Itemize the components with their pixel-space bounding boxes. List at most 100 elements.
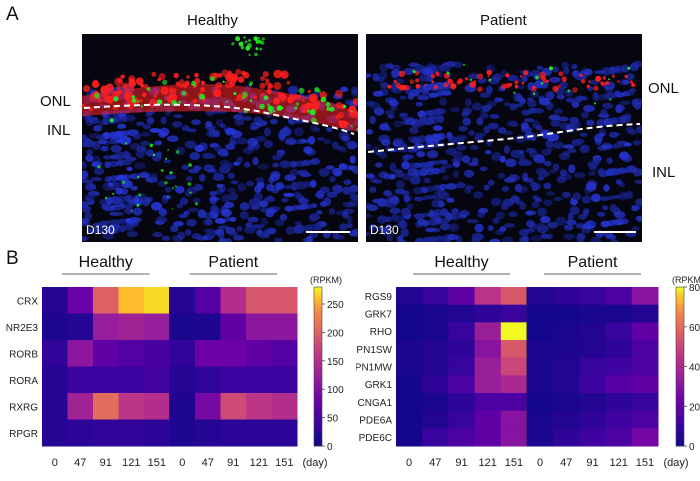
colorbar-step bbox=[676, 318, 684, 324]
heatmap-cell bbox=[448, 410, 476, 429]
nucleus-blob bbox=[228, 141, 238, 146]
heatmap-cell bbox=[220, 393, 247, 420]
nucleus-blob bbox=[590, 193, 601, 203]
nucleus-blob bbox=[266, 208, 278, 214]
nucleus-blob bbox=[344, 141, 352, 146]
heatmap-cell bbox=[422, 287, 449, 306]
green-marker-spot bbox=[149, 143, 154, 148]
nucleus-blob bbox=[436, 108, 445, 114]
nucleus-blob bbox=[131, 217, 142, 223]
colorbar-step bbox=[676, 306, 684, 312]
heatmap-cell bbox=[474, 340, 502, 359]
red-marker-spot bbox=[301, 98, 305, 102]
green-marker-spot bbox=[412, 69, 416, 74]
row-label: CNGA1 bbox=[358, 398, 393, 409]
green-marker-spot bbox=[254, 52, 258, 57]
colorbar-step bbox=[314, 366, 322, 371]
nucleus-blob bbox=[389, 207, 401, 214]
nucleus-blob bbox=[101, 203, 110, 211]
colorbar-step bbox=[676, 298, 684, 304]
red-marker-spot bbox=[443, 82, 449, 88]
red-marker-spot bbox=[617, 80, 620, 83]
green-marker-spot bbox=[248, 53, 251, 57]
onl-label-right: ONL bbox=[648, 80, 679, 97]
nucleus-blob bbox=[499, 226, 507, 232]
nucleus-blob bbox=[338, 163, 348, 170]
colorbar-step bbox=[314, 410, 322, 415]
green-marker-spot bbox=[298, 87, 305, 94]
heatmap-cell bbox=[246, 287, 272, 314]
green-marker-spot bbox=[171, 208, 174, 210]
nucleus-blob bbox=[236, 137, 248, 145]
red-marker-spot bbox=[166, 95, 174, 103]
nucleus-blob bbox=[123, 174, 131, 180]
colorbar-step bbox=[676, 374, 684, 379]
nucleus-blob bbox=[82, 134, 88, 141]
heatmap-cell bbox=[474, 410, 502, 429]
heatmap-cell bbox=[396, 287, 423, 306]
colorbar-step bbox=[314, 402, 322, 407]
nucleus-blob bbox=[609, 132, 621, 137]
red-marker-spot bbox=[233, 79, 237, 83]
nucleus-blob bbox=[382, 227, 390, 236]
nucleus-blob bbox=[419, 161, 428, 167]
nucleus-blob bbox=[600, 108, 608, 116]
nucleus-blob bbox=[244, 226, 256, 234]
nucleus-blob bbox=[468, 73, 480, 80]
nucleus-blob bbox=[431, 143, 440, 148]
nucleus-blob bbox=[245, 222, 253, 228]
heatmap-cell bbox=[67, 340, 94, 367]
row-label: OPN1MW bbox=[356, 363, 393, 374]
nucleus-blob bbox=[529, 150, 539, 158]
nucleus-blob bbox=[590, 221, 598, 227]
row-label: CRX bbox=[17, 296, 38, 307]
green-marker-spot bbox=[320, 96, 327, 103]
colorbar-step bbox=[314, 302, 322, 308]
colorbar-step bbox=[676, 354, 684, 359]
heatmap-cell bbox=[500, 428, 528, 447]
red-marker-spot bbox=[192, 98, 198, 104]
nucleus-blob bbox=[115, 174, 126, 181]
nucleus-blob bbox=[620, 64, 630, 73]
colorbar-step bbox=[314, 386, 322, 391]
nucleus-blob bbox=[576, 235, 585, 242]
red-marker-spot bbox=[148, 98, 158, 108]
nucleus-blob bbox=[325, 165, 335, 170]
green-marker-spot bbox=[608, 78, 610, 81]
heatmap-cell bbox=[246, 393, 272, 420]
nucleus-blob bbox=[513, 92, 522, 102]
colorbar-step bbox=[676, 406, 684, 411]
panel-a-label: A bbox=[6, 4, 19, 25]
nucleus-blob bbox=[216, 183, 223, 189]
nucleus-blob bbox=[176, 203, 183, 209]
red-marker-spot bbox=[395, 82, 401, 88]
heatmap-cell bbox=[553, 357, 580, 376]
red-marker-spot bbox=[221, 69, 229, 77]
nucleus-blob bbox=[193, 165, 202, 171]
heatmap-cell bbox=[144, 340, 170, 367]
nucleus-blob bbox=[274, 206, 281, 211]
nucleus-blob bbox=[372, 90, 384, 97]
nucleus-blob bbox=[309, 213, 321, 221]
nucleus-blob bbox=[366, 204, 379, 211]
red-marker-spot bbox=[514, 80, 519, 85]
nucleus-blob bbox=[614, 90, 621, 98]
nucleus-blob bbox=[553, 196, 563, 202]
green-marker-spot bbox=[594, 102, 596, 105]
nucleus-blob bbox=[82, 139, 95, 148]
nucleus-blob bbox=[432, 125, 443, 131]
heatmap-cell bbox=[422, 357, 449, 376]
nucleus-blob bbox=[567, 212, 574, 222]
heatmap-cell bbox=[553, 287, 580, 306]
green-marker-spot bbox=[253, 36, 259, 42]
nucleus-blob bbox=[117, 195, 127, 204]
green-marker-spot bbox=[350, 110, 353, 113]
nucleus-blob bbox=[403, 195, 410, 203]
nucleus-blob bbox=[451, 211, 460, 221]
nucleus-blob bbox=[185, 175, 193, 182]
green-marker-spot bbox=[462, 63, 466, 66]
nucleus-blob bbox=[338, 131, 350, 140]
red-marker-spot bbox=[487, 75, 490, 78]
nucleus-blob bbox=[563, 233, 576, 240]
nucleus-blob bbox=[470, 144, 479, 151]
